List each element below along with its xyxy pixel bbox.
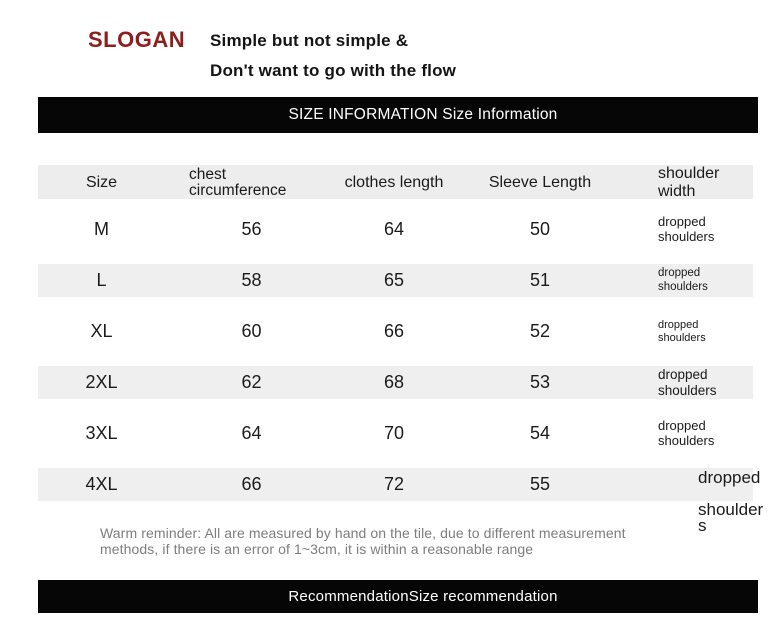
size-row-xl: XL 60 66 52 dropped shoulders	[38, 306, 753, 357]
size-row-l: L 58 65 51 dropped shoulders	[38, 255, 753, 306]
shoulder-width-cell: dropped shoulders	[658, 367, 717, 398]
clothes-length-cell: 72	[383, 474, 405, 494]
size-cell: 3XL	[85, 423, 118, 443]
clothes-length-cell: 70	[383, 423, 405, 443]
shoulder-width-cell: dropped shoulders	[658, 213, 715, 244]
chest-cell: 64	[241, 423, 262, 443]
chest-cell: 62	[241, 372, 262, 392]
size-cell: L	[96, 270, 107, 290]
size-table-header-row: Size chest circumference clothes length …	[38, 165, 753, 200]
chest-cell: 56	[241, 219, 262, 239]
warm-reminder-note: Warm reminder: All are measured by hand …	[100, 525, 626, 557]
brand-logo: SLOGAN	[88, 27, 186, 52]
size-row-2xl: 2XL 62 68 53 dropped shoulders	[38, 357, 753, 408]
header-size: Size	[85, 173, 118, 191]
size-cell: 4XL	[85, 474, 118, 494]
size-table: Size chest circumference clothes length …	[38, 165, 763, 534]
chest-cell: 60	[241, 321, 262, 341]
clothes-length-cell: 64	[383, 219, 405, 239]
shoulder-width-cell: dropped shoulders	[658, 267, 708, 293]
sleeve-length-cell: 50	[529, 219, 551, 239]
size-cell: 2XL	[85, 372, 118, 392]
chest-cell: 58	[241, 270, 262, 290]
clothes-length-cell: 65	[383, 270, 405, 290]
size-row-m: M 56 64 50 dropped shoulders	[38, 204, 753, 255]
size-cell: M	[94, 219, 109, 239]
size-table-body: M 56 64 50 dropped shoulders L 58 65 51 …	[38, 204, 763, 534]
size-information-banner-text: SIZE INFORMATION Size Information	[288, 106, 558, 123]
recommendation-banner: RecommendationSize recommendation	[38, 580, 758, 613]
brand-tagline-line1: Simple but not simple &	[210, 31, 409, 50]
sleeve-length-cell: 55	[529, 474, 551, 494]
brand-tagline-line2: Don't want to go with the flow	[210, 61, 457, 80]
sleeve-length-cell: 54	[529, 423, 551, 443]
header-sleeve-length: Sleeve Length	[488, 173, 592, 191]
header-clothes-length: clothes length	[344, 173, 444, 191]
warm-reminder-line2: methods, if there is an error of 1~3cm, …	[100, 540, 534, 557]
chest-cell: 66	[241, 474, 262, 494]
clothes-length-cell: 66	[383, 321, 405, 341]
size-row-4xl: 4XL 66 72 55 dropped shoulder s	[38, 459, 763, 534]
size-cell: XL	[90, 321, 113, 341]
size-row-3xl: 3XL 64 70 54 dropped shoulders	[38, 408, 753, 459]
header-chest-circumference: chest circumference	[189, 165, 287, 199]
shoulder-width-cell: dropped shoulders	[658, 318, 706, 344]
sleeve-length-cell: 51	[529, 270, 551, 290]
recommendation-banner-text: RecommendationSize recommendation	[288, 588, 558, 605]
header-shoulder-width: shoulder width	[658, 165, 720, 200]
sleeve-length-cell: 53	[529, 372, 551, 392]
sleeve-length-cell: 52	[529, 321, 551, 341]
size-information-banner: SIZE INFORMATION Size Information	[38, 97, 758, 133]
clothes-length-cell: 68	[383, 372, 405, 392]
shoulder-width-cell: dropped shoulders	[658, 417, 715, 448]
warm-reminder-line1: Warm reminder: All are measured by hand …	[100, 525, 626, 541]
